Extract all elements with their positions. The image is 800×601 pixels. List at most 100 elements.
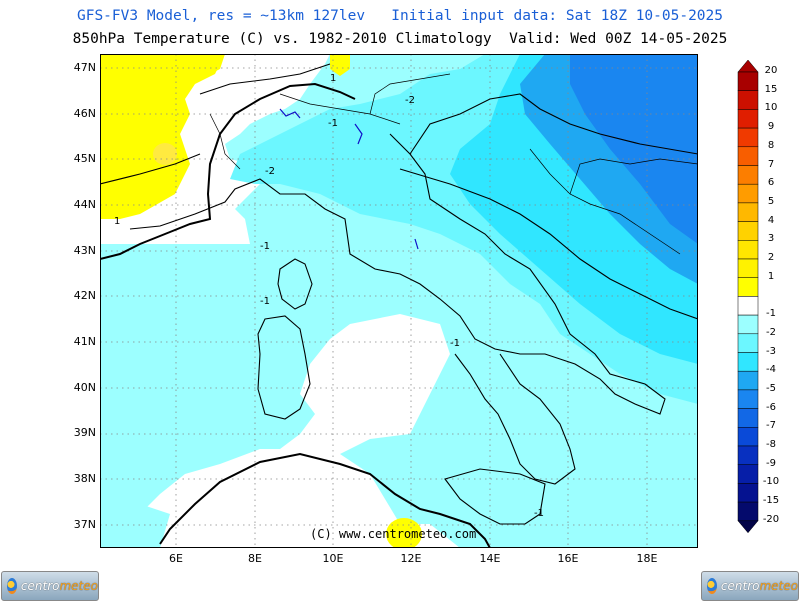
lat-label: 44N [73, 198, 96, 211]
contour-label: -2 [265, 166, 275, 177]
colorbar-bin [737, 127, 759, 148]
colorbar-label: 20 [764, 65, 778, 76]
lat-label: 41N [73, 335, 96, 348]
colorbar-label: 1 [767, 270, 775, 282]
logo-text: centrometeo [20, 579, 98, 593]
map-border [100, 54, 698, 548]
lat-label: 47N [73, 61, 96, 74]
colorbar-label: 2 [767, 252, 775, 263]
contour-label: -1 [260, 241, 270, 252]
graticule [100, 54, 698, 548]
colorbar-bin [737, 314, 759, 335]
anomaly-plus1-corner-area [190, 54, 225, 79]
lon-label: 8E [248, 552, 262, 565]
contour-label: 1 [114, 216, 120, 227]
colorbar-bin [737, 165, 759, 185]
anomaly-plus1-west-area [100, 54, 225, 219]
anomaly-plus1-south-area [386, 518, 422, 548]
colorbar-label: -4 [766, 364, 776, 376]
colorbar-bin [737, 71, 759, 91]
lon-label: 16E [557, 552, 579, 565]
lat-label: 39N [73, 426, 96, 439]
colorbar-bin [737, 240, 759, 260]
copyright-text: (C) www.centrometeo.com [310, 527, 477, 541]
lat-label: 38N [73, 472, 96, 485]
colorbar-bin [737, 370, 759, 391]
colorbar-label: -7 [766, 420, 776, 432]
contour-label: -1 [260, 296, 270, 307]
map-canvas: 1 -2 -1 -2 -1 -1 1 -1 -1 [100, 54, 698, 548]
lon-label: 18E [636, 552, 658, 565]
centrometeo-logo-right[interactable]: centrometeo [701, 571, 799, 601]
colorbar-bin [737, 389, 759, 409]
colorbar-bin [737, 408, 759, 428]
colorbar-bin [737, 183, 759, 204]
contour-label: -1 [328, 118, 338, 129]
colorbar-bin [737, 258, 759, 278]
contour-label: 1 [330, 73, 336, 84]
logo-text: centrometeo [720, 579, 798, 593]
centrometeo-logo-left[interactable]: centrometeo [1, 571, 99, 601]
lon-label: 10E [322, 552, 344, 565]
colorbar-label: 10 [764, 102, 778, 114]
colorbar-label: 6 [767, 177, 775, 189]
coastlines [100, 63, 698, 525]
colorbar-label: -6 [766, 401, 776, 413]
colorbar-bin [737, 202, 759, 222]
colorbar-label: 5 [767, 195, 775, 207]
globe-icon [7, 578, 17, 594]
colorbar-label: -5 [766, 382, 776, 394]
colorbar-bin [737, 464, 759, 484]
anomaly-plus1-north-area [330, 54, 350, 76]
colorbar-bin [737, 352, 759, 372]
colorbar-label: -10 [762, 476, 780, 488]
colorbar-label: -9 [766, 457, 776, 469]
colorbar-bin [737, 90, 759, 110]
colorbar-label: 9 [767, 121, 775, 133]
model-title: GFS-FV3 Model, res = ~13km 127lev Initia… [76, 8, 723, 24]
colorbar-label: 7 [767, 158, 775, 170]
field-title: 850hPa Temperature (C) vs. 1982-2010 Cli… [72, 31, 728, 47]
anomaly-minus5-area [570, 54, 698, 244]
colorbar-bottom-arrow [737, 520, 759, 534]
anomaly-minus1-south-area [100, 504, 170, 548]
anomaly-plus2-area [153, 143, 177, 165]
anomaly-minus1-sicily-area [440, 464, 675, 548]
colorbar-bin [737, 445, 759, 465]
colorbar-label: -20 [762, 513, 780, 525]
colorbar-bin [737, 146, 759, 166]
lon-label: 14E [479, 552, 501, 565]
lon-label: 6E [169, 552, 183, 565]
colorbar-label: -1 [766, 308, 776, 320]
colorbar-label: -2 [766, 326, 776, 338]
colorbar-bin [737, 427, 759, 447]
contour-label: -2 [405, 95, 415, 106]
lakes [279, 108, 419, 250]
lat-label: 43N [73, 244, 96, 257]
colorbar-label: 3 [767, 233, 775, 245]
colorbar-bin [737, 221, 759, 241]
colorbar-bin [737, 483, 759, 503]
lat-label: 42N [73, 289, 96, 302]
colorbar-bin [737, 296, 759, 316]
contour-labels: 1 -2 -1 -2 -1 -1 1 -1 -1 [114, 73, 544, 519]
colorbar-label: 4 [767, 214, 775, 226]
lat-label: 37N [73, 518, 96, 531]
colorbar-label: -15 [762, 495, 780, 507]
colorbar-bin [737, 501, 759, 522]
map: 1 -2 -1 -2 -1 -1 1 -1 -1 [100, 54, 698, 548]
lat-label: 40N [73, 381, 96, 394]
zero-contours [100, 82, 491, 548]
colorbar [737, 60, 759, 534]
contour-label: -1 [534, 508, 544, 519]
globe-icon [707, 578, 717, 594]
colorbar-bin [737, 277, 759, 297]
lat-label: 46N [73, 107, 96, 120]
colorbar-top-arrow [737, 60, 759, 73]
lat-label: 45N [73, 152, 96, 165]
colorbar-label: 15 [764, 83, 778, 95]
colorbar-label: -8 [766, 439, 776, 450]
colorbar-bin [737, 333, 759, 353]
contour-label: -1 [450, 338, 460, 349]
lon-label: 12E [400, 552, 422, 565]
